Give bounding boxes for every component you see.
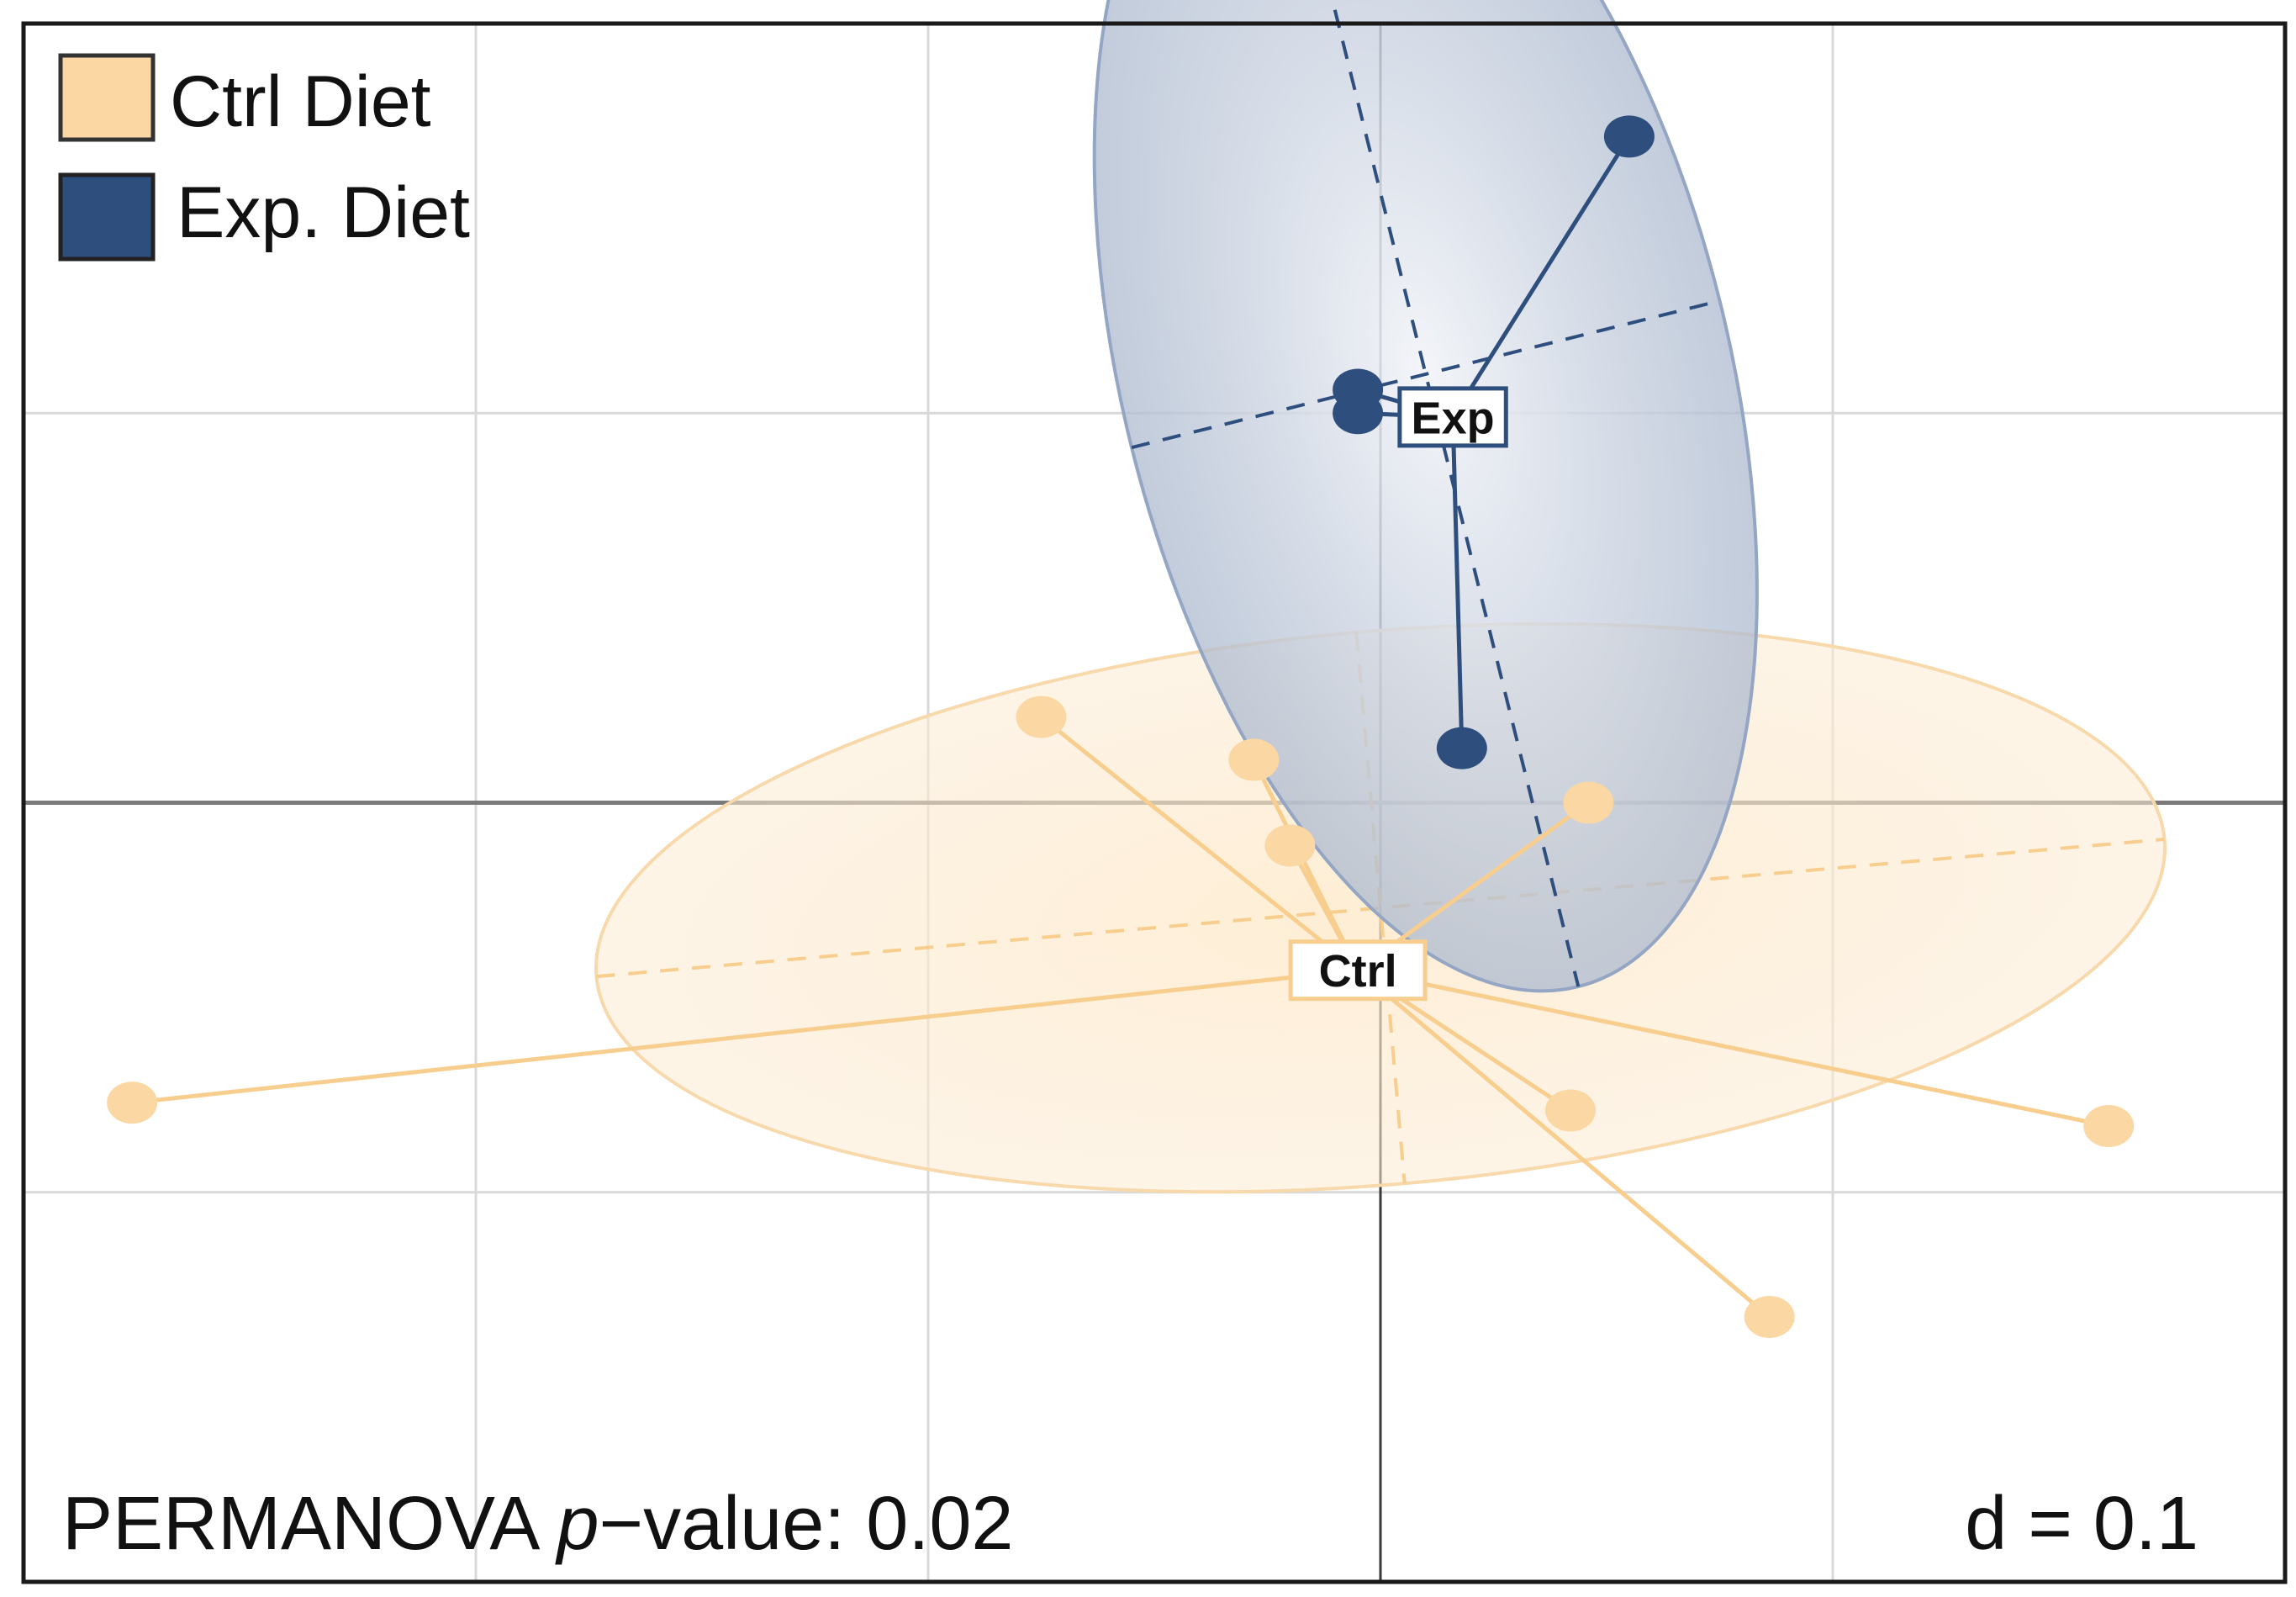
pvalue-prefix: PERMANOVA <box>62 1482 557 1566</box>
centroid-label-exp: Exp <box>1397 386 1508 448</box>
centroid-label-box-exp <box>1397 386 1508 448</box>
sample-points <box>107 115 2135 1338</box>
spider-line-ctrl <box>131 968 1359 1105</box>
centroid-label-ctrl: Ctrl <box>1288 939 1428 1002</box>
ellipse-major-axis-exp <box>1131 299 1721 450</box>
sample-point-ctrl <box>1264 824 1316 867</box>
legend: Ctrl Diet Exp. Diet <box>58 53 470 262</box>
legend-label-exp: Exp. Diet <box>177 172 470 253</box>
legend-swatch-ctrl <box>58 53 156 142</box>
spider-line-exp <box>1450 416 1465 748</box>
sample-point-ctrl <box>1563 781 1614 824</box>
centroid-label-text-ctrl: Ctrl <box>1319 946 1397 997</box>
sample-point-ctrl <box>2083 1104 2135 1147</box>
centroid-label-text-exp: Exp <box>1412 393 1495 443</box>
sample-point-ctrl <box>1744 1295 1795 1338</box>
legend-swatch-exp <box>58 172 156 262</box>
legend-label-ctrl: Ctrl Diet <box>170 61 431 142</box>
group-ellipses <box>594 0 2167 1194</box>
scale-annotation: d = 0.1 <box>1965 1482 2198 1566</box>
sample-point-ctrl <box>1228 738 1280 781</box>
spider-lines <box>131 135 2109 1319</box>
ellipse-major-axis-ctrl <box>596 837 2165 979</box>
spider-line-ctrl <box>1357 968 2109 1129</box>
permanova-annotation: PERMANOVA p−value: 0.02 <box>62 1482 1013 1566</box>
sample-point-exp <box>1603 115 1655 158</box>
sample-point-ctrl <box>1016 695 1067 738</box>
sample-point-ctrl <box>1544 1089 1596 1132</box>
ellipse-group-exp <box>1092 0 1759 993</box>
sample-point-exp <box>1436 727 1487 769</box>
pvalue-suffix: −value: 0.02 <box>599 1482 1014 1566</box>
sample-point-ctrl <box>107 1081 158 1124</box>
spider-line-ctrl <box>1039 715 1359 972</box>
spider-line-exp <box>1450 135 1632 419</box>
pvalue-italic: p <box>554 1482 599 1566</box>
spider-line-ctrl <box>1356 968 1771 1319</box>
centroid-labels: Ctrl Exp <box>1288 386 1508 1002</box>
sample-point-exp <box>1333 392 1384 435</box>
ellipse-minor-axis-ctrl <box>1354 632 1407 1184</box>
plot-frame <box>21 21 2288 1584</box>
centroid-label-box-ctrl <box>1288 939 1428 1002</box>
